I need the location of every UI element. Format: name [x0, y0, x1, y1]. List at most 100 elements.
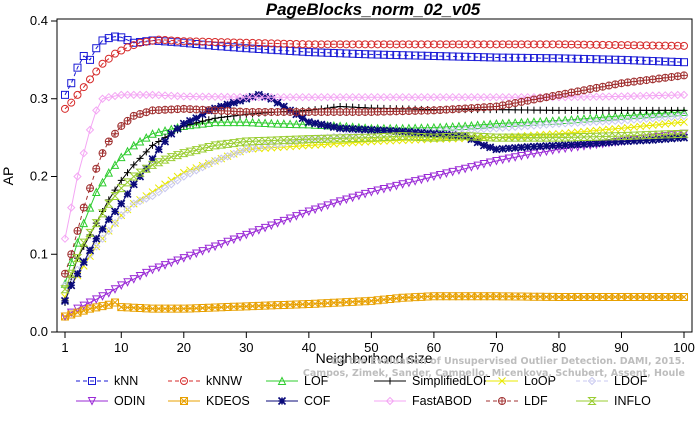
data-point — [267, 118, 276, 128]
data-point — [97, 209, 108, 218]
data-point — [542, 93, 551, 102]
data-point — [542, 54, 551, 63]
data-point — [560, 115, 570, 125]
data-point — [73, 226, 82, 235]
data-point — [555, 106, 563, 114]
legend-label: KDEOS — [206, 394, 250, 408]
plot-frame — [56, 18, 693, 333]
data-point — [92, 164, 101, 173]
data-point — [517, 117, 526, 127]
data-point — [292, 92, 301, 102]
data-point — [386, 40, 395, 49]
data-point — [573, 118, 582, 127]
legend-marker — [277, 396, 287, 406]
data-point — [298, 47, 307, 56]
data-point — [149, 141, 157, 149]
data-point — [429, 51, 438, 60]
data-point — [560, 119, 570, 128]
data-point — [79, 257, 88, 267]
data-point — [286, 142, 294, 151]
data-point — [154, 35, 163, 44]
data-point — [148, 36, 157, 45]
data-point — [567, 40, 576, 49]
data-point — [479, 133, 489, 142]
legend-marker — [277, 376, 287, 385]
data-point — [448, 121, 457, 131]
data-point — [204, 92, 214, 101]
data-point — [473, 53, 482, 62]
data-point — [573, 114, 583, 124]
series-kNNW — [61, 35, 688, 113]
data-point — [129, 140, 139, 150]
data-point — [372, 133, 383, 142]
data-point — [154, 145, 163, 154]
series-line-LOF — [64, 111, 685, 284]
data-point — [635, 131, 645, 140]
data-point — [235, 147, 245, 156]
data-point — [623, 56, 632, 65]
data-point — [311, 40, 320, 49]
data-point — [217, 240, 226, 249]
data-point — [429, 172, 439, 182]
x-tick-label: 30 — [239, 340, 253, 355]
data-point — [117, 33, 126, 42]
data-point — [335, 134, 345, 143]
data-point — [217, 113, 225, 121]
data-point — [510, 118, 520, 127]
legend-label: kNNW — [206, 374, 242, 388]
data-point — [511, 106, 519, 114]
data-point — [554, 40, 563, 49]
data-point — [141, 133, 151, 142]
data-point — [598, 138, 607, 147]
data-point — [417, 175, 426, 185]
data-point — [580, 106, 588, 114]
data-point — [310, 205, 320, 215]
data-point — [642, 106, 650, 114]
data-point — [648, 113, 657, 123]
data-point — [60, 285, 70, 294]
data-point — [642, 56, 651, 65]
data-point — [498, 155, 507, 165]
data-point — [179, 172, 189, 181]
data-point — [261, 45, 270, 54]
data-point — [498, 92, 507, 102]
data-point — [254, 92, 264, 102]
data-point — [586, 139, 595, 148]
data-point — [223, 152, 232, 161]
data-point — [605, 106, 613, 114]
data-point — [111, 129, 120, 138]
data-point — [367, 92, 376, 102]
data-point — [398, 180, 407, 189]
data-point — [567, 140, 576, 149]
data-point — [148, 154, 157, 164]
data-point — [129, 172, 139, 181]
data-point — [636, 122, 645, 131]
data-point — [316, 134, 327, 143]
data-point — [598, 55, 607, 64]
data-point — [291, 135, 302, 144]
data-point — [367, 40, 376, 49]
data-point — [529, 133, 539, 142]
data-point — [285, 119, 295, 128]
data-point — [248, 107, 257, 116]
data-point — [67, 203, 76, 212]
data-point — [511, 53, 520, 62]
data-point — [648, 109, 658, 118]
data-point — [460, 164, 470, 174]
legend-item-SimplifiedLOF: SimplifiedLOF — [374, 374, 491, 388]
data-point — [73, 237, 82, 247]
data-point — [279, 216, 289, 226]
data-point — [485, 92, 495, 102]
data-point — [479, 53, 488, 62]
data-point — [354, 191, 364, 201]
data-point — [192, 164, 201, 172]
data-point — [254, 39, 263, 48]
data-point — [548, 119, 557, 129]
data-point — [242, 38, 251, 47]
data-point — [98, 149, 107, 158]
data-point — [510, 122, 520, 132]
data-point — [579, 114, 589, 123]
data-point — [541, 133, 552, 142]
data-point — [360, 133, 370, 142]
series-KDEOS — [61, 292, 688, 321]
